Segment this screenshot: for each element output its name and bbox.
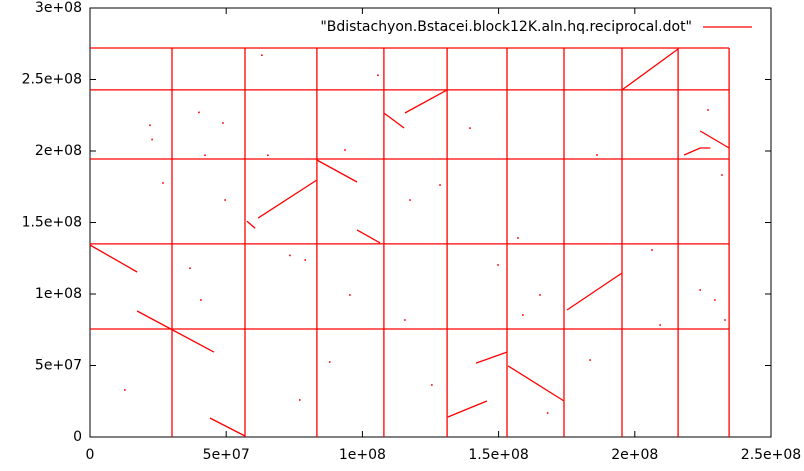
- dot: [522, 314, 524, 316]
- dot: [304, 259, 306, 261]
- dot: [439, 184, 441, 186]
- x-tick-label: 0: [86, 447, 95, 463]
- dot: [651, 249, 653, 251]
- dot: [431, 384, 433, 386]
- plot-frame: [89, 7, 772, 438]
- dot: [267, 154, 269, 157]
- dot: [589, 359, 591, 361]
- dot: [222, 122, 224, 124]
- dot: [204, 154, 206, 157]
- dot: [707, 109, 709, 111]
- y-tick-label: 2e+08: [35, 143, 82, 159]
- dot: [497, 264, 499, 266]
- dot: [224, 199, 226, 201]
- dot: [162, 182, 164, 184]
- y-tick-label: 3e+08: [35, 0, 82, 16]
- y-tick-label: 1e+08: [35, 286, 82, 302]
- dot: [539, 294, 541, 296]
- x-tick-label: 5e+07: [203, 447, 250, 463]
- dot: [198, 111, 200, 114]
- dot: [151, 138, 153, 141]
- dot-line: [89, 47, 730, 437]
- dot: [149, 124, 151, 127]
- dot: [200, 299, 202, 301]
- dot: [328, 361, 331, 363]
- dot: [409, 199, 411, 201]
- x-tick-label: 2e+08: [611, 447, 658, 463]
- dot: [469, 127, 471, 129]
- dot: [189, 267, 191, 270]
- dot: [546, 412, 549, 414]
- dot: [404, 319, 406, 321]
- y-tick-label: 2.5e+08: [22, 72, 82, 88]
- dot: [349, 294, 351, 296]
- dot: [699, 289, 701, 291]
- y-tick-label: 1.5e+08: [22, 215, 82, 231]
- dot: [289, 254, 291, 257]
- dot: [261, 54, 263, 56]
- dot: [517, 237, 519, 239]
- dot: [377, 74, 379, 77]
- dot: [596, 154, 598, 156]
- legend-label: "Bdistachyon.Bstacei.block12K.aln.hq.rec…: [320, 19, 692, 35]
- y-tick-label: 0: [73, 429, 82, 445]
- dot: [298, 399, 301, 401]
- dot: [124, 389, 126, 391]
- x-tick-label: 1e+08: [339, 447, 386, 463]
- dot: [724, 319, 726, 321]
- x-tick-label: 1.5e+08: [468, 447, 528, 463]
- y-tick-label: 5e+07: [35, 358, 82, 374]
- dot: [721, 174, 723, 176]
- x-tick-label: 2.5e+08: [741, 447, 801, 463]
- dot: [659, 324, 661, 326]
- dot: [714, 299, 716, 301]
- dot: [344, 149, 346, 151]
